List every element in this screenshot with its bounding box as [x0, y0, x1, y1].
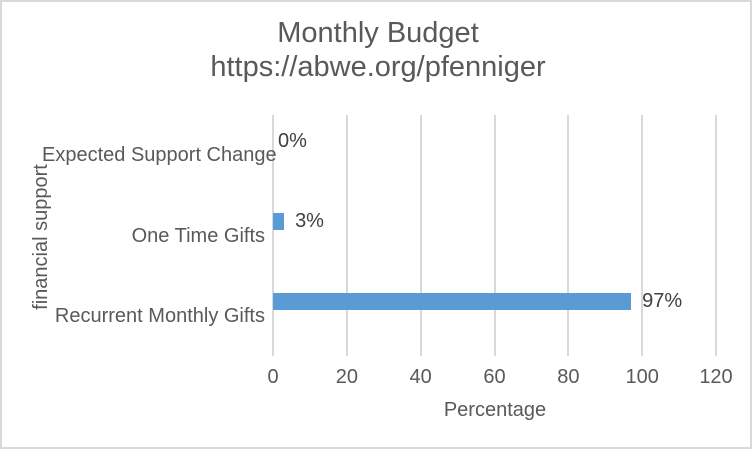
- gridline-100: [641, 115, 644, 356]
- plot-area: 0% 3% 97%: [272, 115, 717, 356]
- category-label-one-time-gifts: One Time Gifts: [131, 224, 265, 247]
- data-label-expected-support-change: 0%: [278, 129, 307, 152]
- category-label-expected-support-change: Expected Support Change: [42, 144, 277, 167]
- bar-recurrent-monthly-gifts: [273, 292, 632, 310]
- gridline-20: [345, 115, 348, 356]
- gridline-0: [272, 115, 274, 356]
- chart-title-block: Monthly Budget https://abwe.org/pfenniger: [2, 16, 750, 84]
- data-label-recurrent-monthly-gifts: 97%: [642, 290, 683, 313]
- gridline-60: [493, 115, 496, 356]
- data-label-one-time-gifts: 3%: [295, 210, 324, 232]
- x-tick-label-0: 0: [267, 366, 279, 388]
- x-tick-label-60: 60: [483, 366, 506, 388]
- gridline-40: [419, 115, 422, 356]
- gridline-80: [567, 115, 570, 356]
- chart-subtitle: https://abwe.org/pfenniger: [210, 51, 546, 83]
- x-tick-label-100: 100: [625, 366, 659, 388]
- chart-title: Monthly Budget: [277, 17, 479, 49]
- x-tick-label-120: 120: [699, 366, 733, 388]
- x-tick-label-40: 40: [409, 366, 432, 388]
- bar-one-time-gifts: [273, 212, 285, 230]
- category-label-recurrent-monthly-gifts: Recurrent Monthly Gifts: [54, 304, 265, 327]
- x-tick-label-20: 20: [335, 366, 358, 388]
- x-axis-title: Percentage: [443, 399, 547, 421]
- x-tick-label-80: 80: [557, 366, 580, 388]
- gridline-120: [715, 115, 717, 356]
